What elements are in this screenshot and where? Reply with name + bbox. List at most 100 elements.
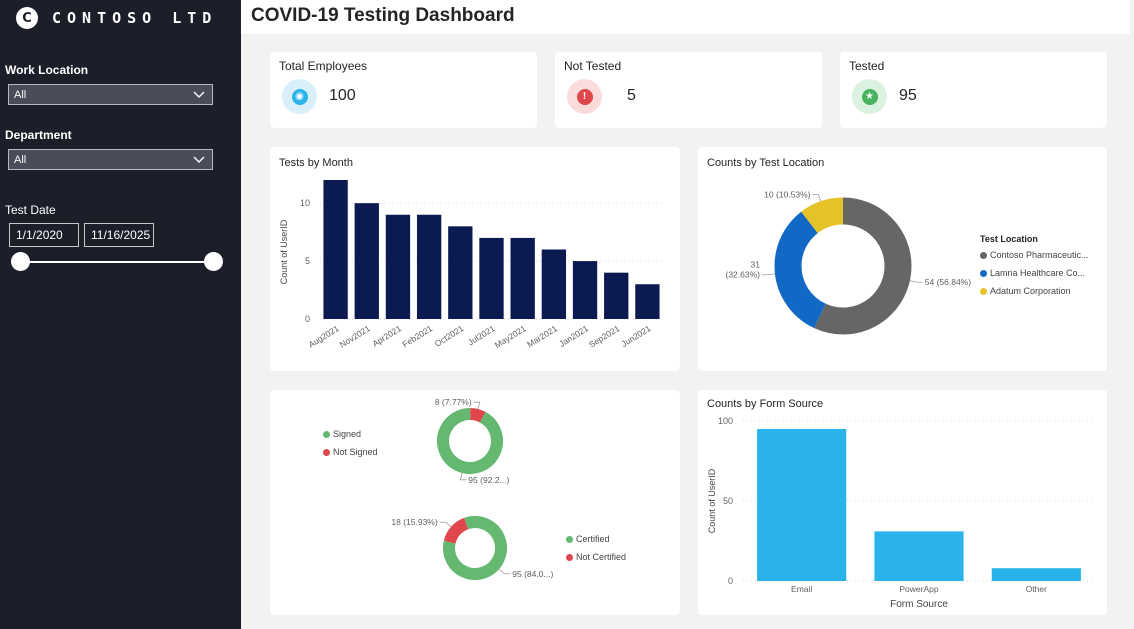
leader-line (498, 568, 511, 575)
legend-item[interactable]: Certified (566, 530, 626, 548)
test-date-label: Test Date (5, 203, 56, 217)
logo-icon: C (16, 7, 38, 29)
data-label: 95 (84.0...) (512, 569, 553, 579)
legend-item[interactable]: Contoso Pharmaceutic... (980, 246, 1089, 264)
kpi-value: 5 (627, 87, 636, 104)
donut-slice[interactable] (442, 515, 509, 582)
form-source-card[interactable]: Counts by Form Source 0 50 100 Email PowerAp… (698, 390, 1107, 615)
x-tick-label: Aug2021 (306, 323, 340, 350)
tests-by-month-card[interactable]: Tests by Month 0 5 10 Aug2021 Nov2021 Apr2021… (270, 147, 680, 371)
x-tick-label: Oct2021 (433, 323, 466, 349)
start-date-input[interactable]: 1/1/2020 (9, 223, 79, 247)
x-tick-label: Apr2021 (370, 323, 403, 349)
bar[interactable] (874, 531, 964, 581)
end-date-input[interactable]: 11/16/2025 (84, 223, 154, 247)
kpi-value: 100 (329, 87, 356, 104)
kpi-label: Total Employees (279, 59, 368, 73)
x-tick-label: Jul2021 (466, 323, 497, 347)
test-location-legend: Test Location Contoso Pharmaceutic... La… (980, 234, 1089, 300)
x-tick-label: Email (791, 584, 812, 594)
bar[interactable] (635, 284, 660, 319)
legend-label: Adatum Corporation (990, 286, 1071, 296)
y-tick-label: 5 (305, 256, 310, 266)
donut-slice[interactable] (442, 515, 509, 582)
date-slider-end-handle[interactable] (204, 252, 223, 271)
work-location-label: Work Location (5, 63, 89, 77)
x-tick-label: Feb2021 (400, 323, 434, 349)
legend-title: Test Location (980, 234, 1038, 244)
data-label: 18 (15.93%) (391, 517, 437, 527)
bar[interactable] (323, 180, 348, 319)
employees-icon: ◉ (282, 79, 317, 114)
kpi-value: 95 (899, 87, 917, 104)
legend-item[interactable]: Lamna Healthcare Co... (980, 264, 1089, 282)
chart-title: Counts by Test Location (707, 157, 825, 169)
legend-item[interactable]: Not Certified (566, 548, 626, 566)
leader-line (473, 401, 481, 410)
logo-text: CONTOSO LTD (52, 9, 218, 27)
bar[interactable] (416, 214, 442, 319)
bar[interactable] (757, 429, 847, 581)
date-slider-start-handle[interactable] (11, 252, 30, 271)
x-tick-label: Jan2021 (557, 323, 590, 349)
donut-slice[interactable] (774, 197, 912, 335)
y-axis-title: Count of UserID (279, 219, 289, 284)
data-label: 54 (56.84%) (925, 277, 971, 287)
leader-line (762, 273, 776, 276)
kpi-card-not-tested[interactable]: Not Tested ! 5 (555, 52, 822, 128)
leader-line (439, 521, 452, 528)
legend-item[interactable]: Not Signed (323, 443, 378, 461)
signed-legend: Signed Not Signed (323, 425, 378, 461)
legend-item[interactable]: Adatum Corporation (980, 282, 1089, 300)
bar[interactable] (541, 249, 567, 320)
y-tick-label: 50 (723, 496, 733, 506)
y-tick-label: 10 (300, 198, 310, 208)
bar[interactable] (354, 203, 379, 319)
kpi-card-total-employees[interactable]: Total Employees ◉ 100 (270, 52, 537, 128)
x-tick-label: Sep2021 (587, 323, 621, 350)
donut-slice[interactable] (433, 404, 506, 477)
kpi-label: Tested (849, 59, 885, 73)
legend-label: Lamna Healthcare Co... (990, 268, 1086, 278)
filter-sidebar: C CONTOSO LTD Work Location All Departme… (0, 0, 241, 629)
bar[interactable] (448, 226, 473, 319)
donut-slice[interactable] (774, 197, 912, 335)
data-label: 31 (751, 260, 761, 270)
department-label: Department (5, 128, 72, 142)
chevron-down-icon (193, 91, 205, 98)
x-axis-title: Form Source (890, 599, 948, 610)
x-tick-label: May2021 (493, 323, 528, 350)
test-location-donut-chart: 54 (56.84%) 31(32.63%) 10 (10.53%) (726, 190, 971, 335)
kpi-card-tested[interactable]: Tested ★ 95 (840, 52, 1107, 128)
signed-certified-donut-charts: 95 (92.2...) 8 (7.77%) 95 (84.0...) 18 (15.… (391, 397, 554, 582)
data-label: 95 (92.2...) (468, 475, 509, 485)
signed-certified-card[interactable]: 95 (92.2...) 8 (7.77%) 95 (84.0...) 18 (15.… (270, 390, 680, 615)
bar[interactable] (479, 237, 504, 319)
bar[interactable] (991, 568, 1081, 581)
legend-label: Signed (333, 429, 362, 439)
work-location-dropdown[interactable]: All (8, 84, 213, 105)
certified-legend: Certified Not Certified (566, 530, 626, 566)
legend-label: Certified (576, 534, 610, 544)
legend-item[interactable]: Signed (323, 425, 378, 443)
leader-line (909, 280, 923, 283)
page-title: COVID-19 Testing Dashboard (251, 5, 515, 26)
kpi-label: Not Tested (564, 59, 622, 73)
department-value: All (14, 153, 27, 166)
leader-line (459, 472, 467, 481)
bar[interactable] (510, 237, 535, 319)
date-range-slider-track[interactable] (20, 261, 214, 263)
test-location-card[interactable]: Counts by Test Location 54 (56.84%) 31 (32… (698, 147, 1107, 371)
logo-mark-text: C (22, 10, 32, 26)
data-label: 10 (10.53%) (764, 190, 810, 200)
y-tick-label: 100 (718, 416, 733, 426)
department-dropdown[interactable]: All (8, 149, 213, 170)
donut-slice[interactable] (433, 404, 506, 477)
chevron-down-icon (193, 156, 205, 163)
legend-label: Not Signed (333, 447, 378, 457)
bar[interactable] (604, 272, 629, 319)
bar[interactable] (385, 214, 411, 319)
bar[interactable] (572, 261, 598, 319)
leader-line (812, 194, 822, 202)
